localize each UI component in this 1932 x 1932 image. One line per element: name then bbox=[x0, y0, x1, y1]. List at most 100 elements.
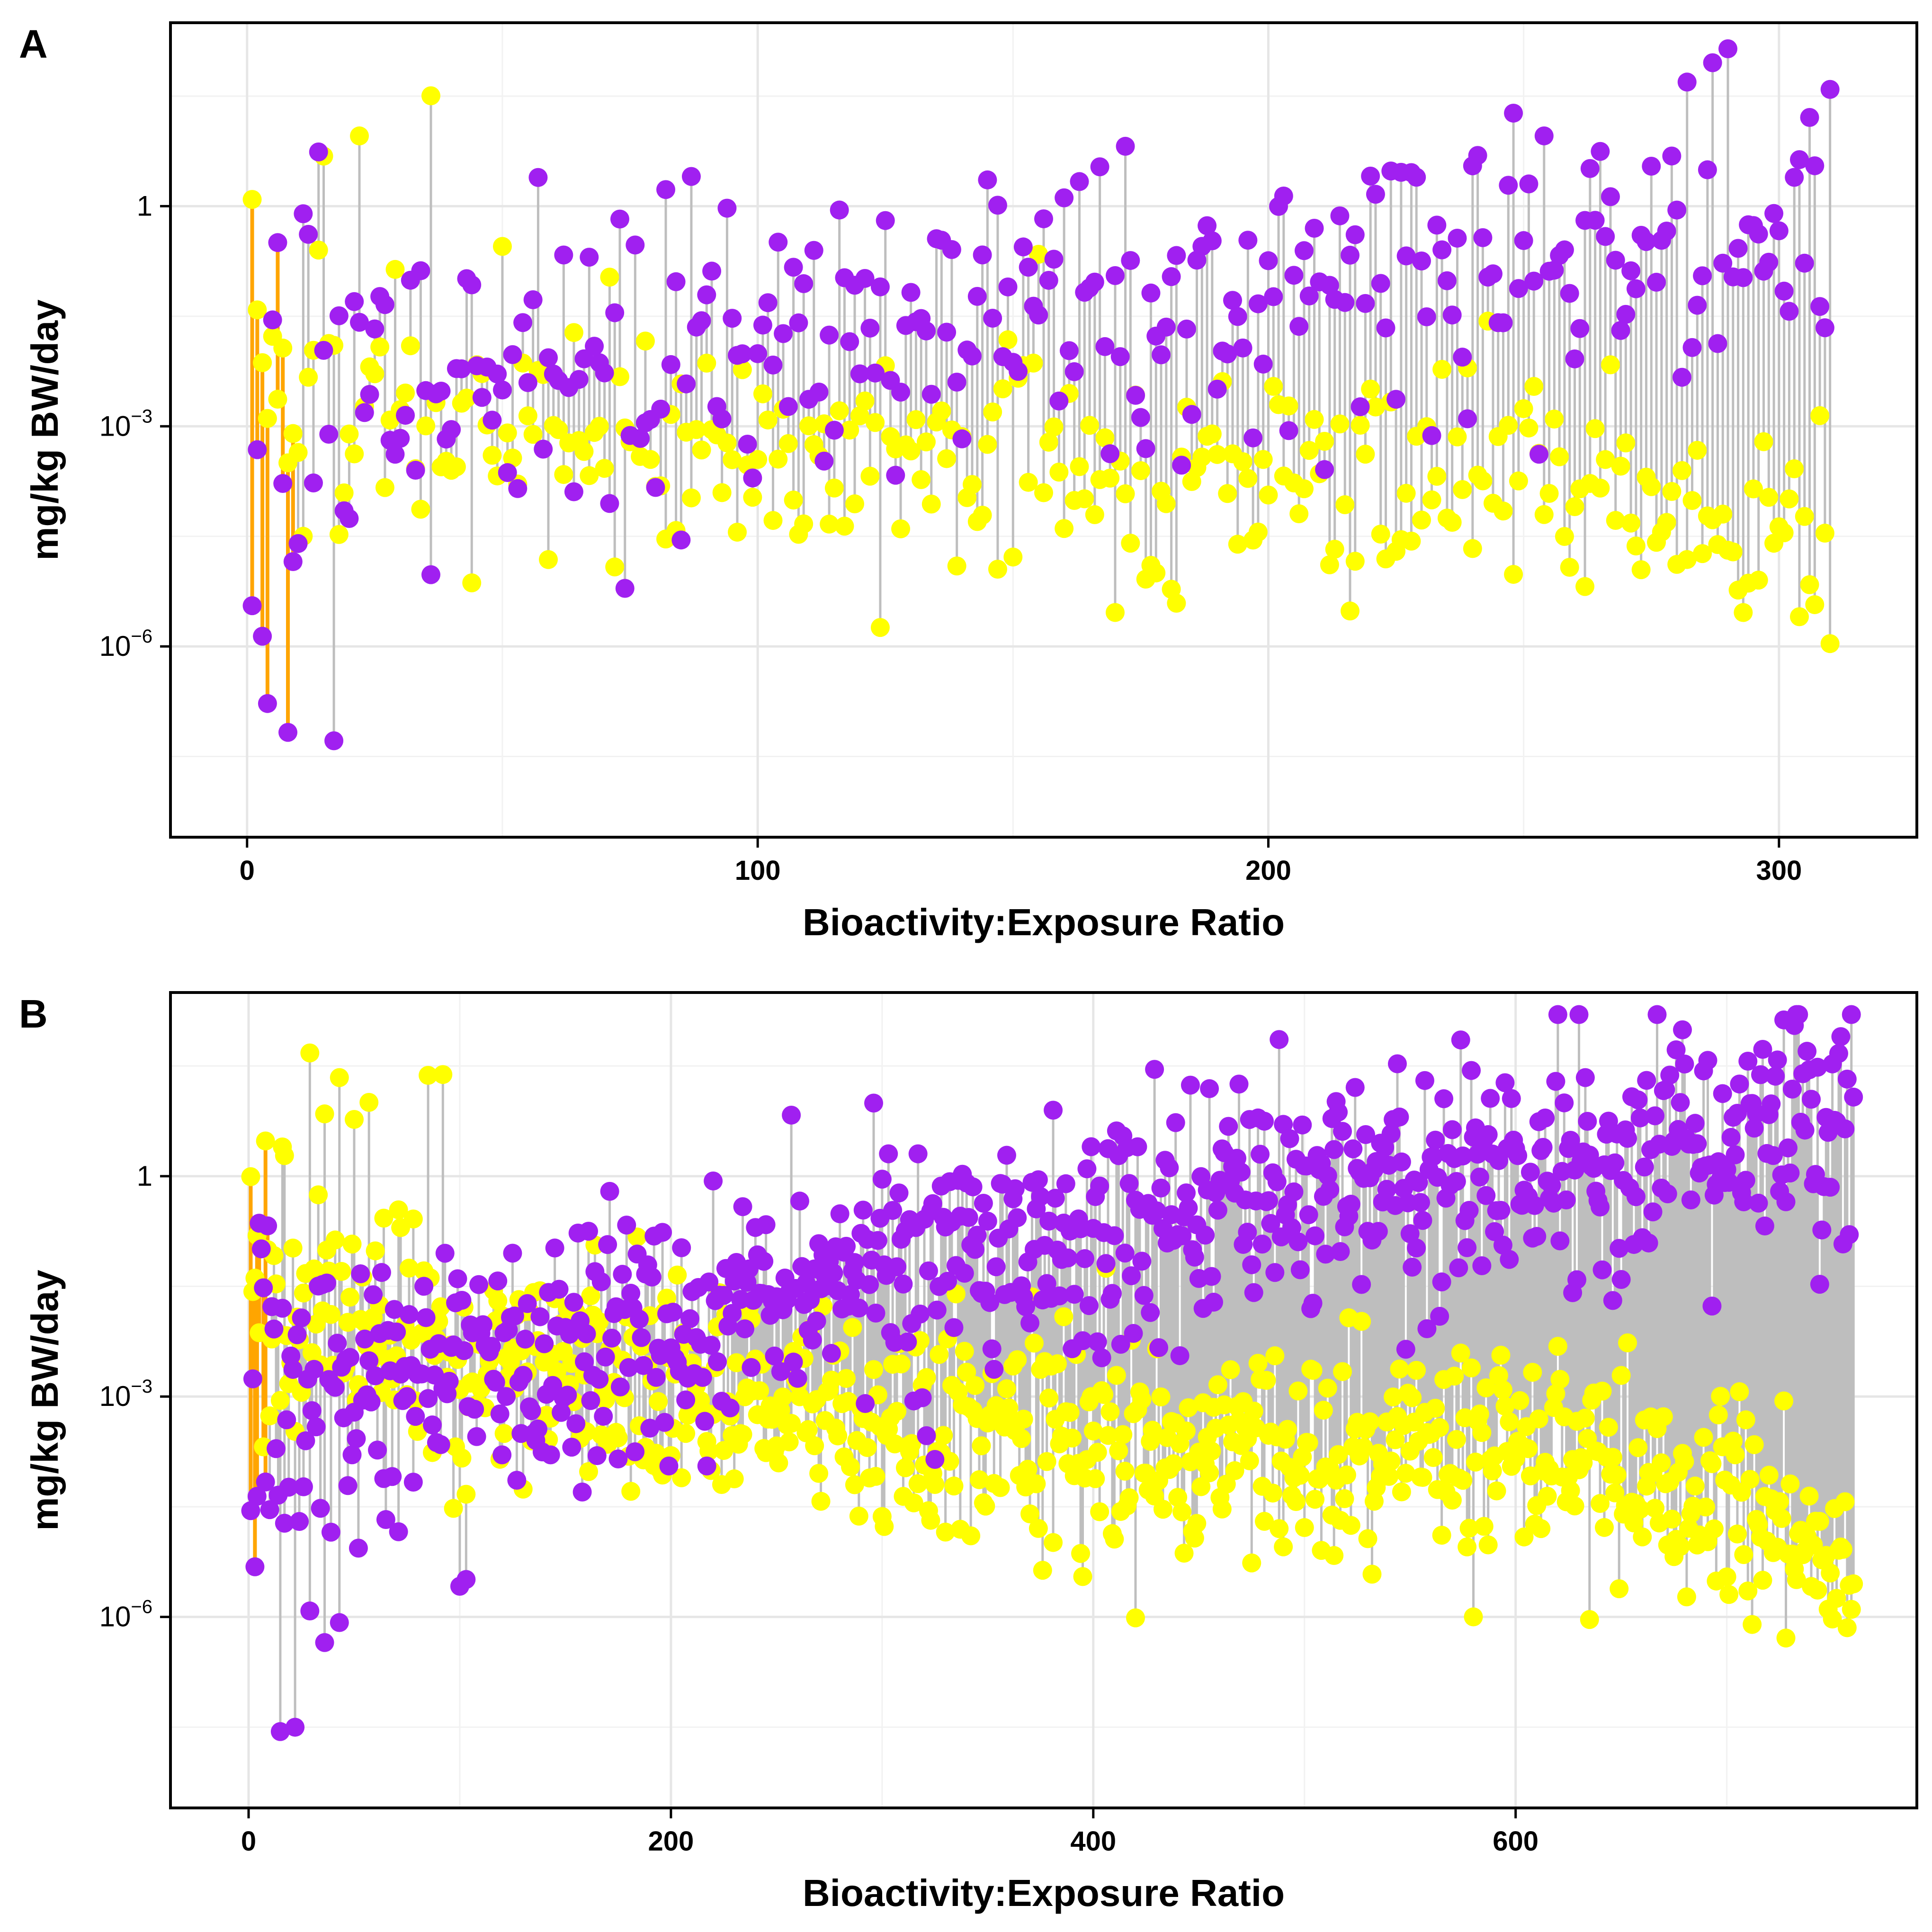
purple-point bbox=[1356, 294, 1375, 313]
yellow-point bbox=[1352, 1312, 1371, 1331]
purple-point bbox=[1458, 409, 1477, 429]
yellow-point bbox=[1121, 534, 1140, 553]
purple-point bbox=[483, 411, 502, 430]
purple-point bbox=[778, 397, 798, 416]
purple-point bbox=[1105, 1226, 1124, 1245]
yellow-point bbox=[1837, 1618, 1857, 1637]
yellow-point bbox=[1654, 1407, 1673, 1426]
yellow-point bbox=[1095, 428, 1115, 447]
yellow-point bbox=[727, 522, 747, 542]
purple-point bbox=[1685, 1114, 1705, 1133]
purple-point bbox=[411, 261, 430, 280]
purple-point bbox=[856, 1394, 875, 1413]
purple-point bbox=[822, 1344, 841, 1363]
panel-b-y-tick-label: 10−3 bbox=[99, 1376, 152, 1412]
yellow-point bbox=[1324, 1546, 1344, 1565]
yellow-point bbox=[1774, 523, 1794, 543]
purple-point bbox=[1521, 1163, 1540, 1182]
yellow-point bbox=[590, 1312, 609, 1332]
purple-point bbox=[1274, 186, 1293, 206]
purple-point bbox=[998, 277, 1018, 296]
purple-point bbox=[1514, 231, 1533, 250]
purple-point bbox=[1252, 1234, 1272, 1254]
yellow-point bbox=[1565, 497, 1584, 516]
purple-point bbox=[855, 268, 875, 288]
purple-point bbox=[1660, 1065, 1680, 1085]
purple-point bbox=[1591, 1197, 1610, 1216]
purple-point bbox=[1013, 237, 1033, 257]
yellow-point bbox=[1265, 1346, 1285, 1366]
purple-point bbox=[1494, 313, 1513, 332]
purple-point bbox=[1160, 1158, 1179, 1178]
yellow-point bbox=[758, 410, 778, 429]
yellow-point bbox=[1727, 1524, 1747, 1544]
purple-point bbox=[1591, 142, 1610, 161]
purple-point bbox=[1039, 271, 1058, 290]
panel-a-y-tick-label: 10−3 bbox=[99, 406, 152, 442]
purple-point bbox=[1835, 1119, 1855, 1138]
purple-point bbox=[1034, 209, 1053, 229]
purple-point bbox=[1407, 168, 1426, 187]
purple-point bbox=[1259, 1191, 1278, 1210]
purple-point bbox=[1736, 1171, 1755, 1190]
yellow-point bbox=[1473, 471, 1493, 491]
yellow-point bbox=[906, 410, 926, 429]
purple-point bbox=[421, 565, 440, 584]
purple-point bbox=[1763, 1146, 1783, 1165]
yellow-point bbox=[241, 1167, 260, 1186]
purple-point bbox=[1253, 354, 1273, 374]
yellow-point bbox=[672, 1468, 691, 1487]
purple-point bbox=[1447, 1172, 1466, 1191]
y-tick-exponent: −6 bbox=[131, 626, 152, 647]
yellow-point bbox=[349, 126, 369, 146]
purple-point bbox=[1780, 302, 1799, 321]
purple-point bbox=[1264, 287, 1283, 306]
purple-point bbox=[1331, 1242, 1350, 1261]
purple-point bbox=[1662, 146, 1682, 166]
purple-point bbox=[1524, 271, 1544, 291]
purple-point bbox=[1611, 321, 1630, 340]
yellow-point bbox=[1003, 547, 1023, 567]
yellow-point bbox=[1753, 1571, 1772, 1590]
yellow-point bbox=[1621, 513, 1641, 533]
yellow-point bbox=[1351, 415, 1370, 435]
yellow-point bbox=[1119, 1488, 1139, 1507]
purple-point bbox=[355, 403, 374, 422]
yellow-point bbox=[1631, 560, 1651, 580]
yellow-point bbox=[1451, 1343, 1470, 1363]
yellow-point bbox=[1238, 469, 1258, 488]
purple-point bbox=[830, 200, 849, 220]
yellow-point bbox=[581, 1286, 600, 1306]
yellow-point bbox=[1534, 505, 1554, 524]
purple-point bbox=[666, 272, 686, 291]
purple-point bbox=[868, 1231, 887, 1250]
yellow-point bbox=[1474, 1517, 1494, 1536]
purple-point bbox=[560, 1324, 579, 1344]
yellow-point bbox=[1392, 1482, 1411, 1502]
yellow-point bbox=[891, 519, 911, 538]
purple-point bbox=[1019, 258, 1038, 277]
purple-point bbox=[1167, 246, 1186, 265]
panel-a-x-axis-title: Bioactivity:Exposure Ratio bbox=[803, 901, 1285, 943]
purple-point bbox=[708, 1352, 727, 1371]
purple-point bbox=[982, 1339, 1002, 1359]
yellow-point bbox=[1248, 1354, 1268, 1373]
purple-point bbox=[849, 1298, 868, 1318]
yellow-point bbox=[549, 420, 568, 439]
purple-point bbox=[1430, 1306, 1449, 1326]
yellow-point bbox=[258, 409, 277, 428]
purple-point bbox=[387, 1322, 406, 1342]
yellow-point bbox=[1033, 1561, 1052, 1580]
yellow-point bbox=[976, 1496, 995, 1516]
purple-point bbox=[1166, 1113, 1185, 1132]
purple-point bbox=[955, 1263, 974, 1283]
yellow-point bbox=[1565, 1496, 1584, 1516]
purple-point bbox=[1432, 240, 1452, 259]
yellow-point bbox=[1105, 1530, 1124, 1549]
purple-point bbox=[389, 1522, 408, 1541]
yellow-point bbox=[329, 525, 349, 544]
yellow-point bbox=[779, 1432, 799, 1452]
yellow-point bbox=[1592, 1381, 1612, 1401]
purple-point bbox=[306, 1417, 326, 1437]
yellow-point bbox=[1329, 1445, 1348, 1464]
